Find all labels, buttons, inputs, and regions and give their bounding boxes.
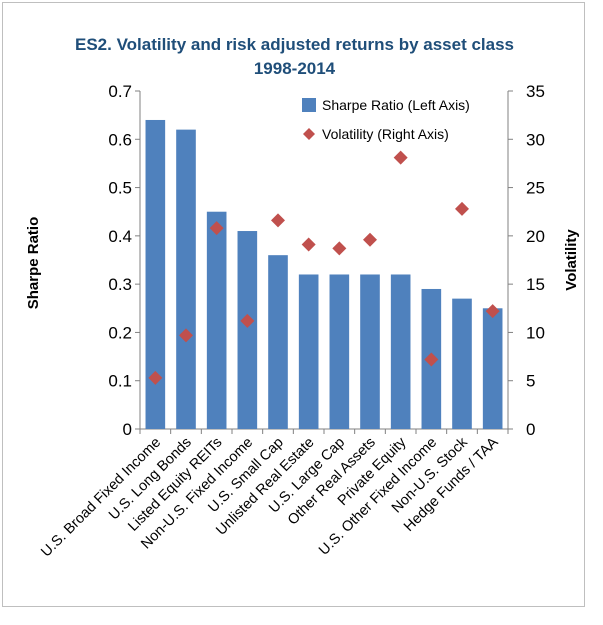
right-tick-label: 20	[526, 227, 545, 246]
legend-swatch-sharpe	[302, 98, 316, 112]
right-tick-label: 15	[526, 275, 545, 294]
sharpe-bar	[176, 129, 196, 429]
right-tick-label: 5	[526, 372, 535, 391]
sharpe-bar	[268, 255, 288, 429]
legend-label-sharpe: Sharpe Ratio (Left Axis)	[322, 97, 470, 113]
legend-label-volatility: Volatility (Right Axis)	[322, 126, 449, 142]
volatility-marker	[455, 201, 469, 216]
chart-frame: ES2. Volatility and risk adjusted return…	[2, 2, 585, 607]
right-tick-label: 10	[526, 323, 545, 342]
sharpe-bar	[360, 274, 380, 429]
right-tick-label: 35	[526, 82, 545, 101]
volatility-marker	[393, 150, 408, 165]
chart-title: ES2. Volatility and risk adjusted return…	[3, 33, 586, 81]
volatility-marker	[179, 328, 193, 343]
left-tick-label: 0.2	[108, 323, 132, 342]
left-tick-label: 0.4	[108, 227, 132, 246]
sharpe-bar	[482, 308, 503, 429]
volatility-marker	[148, 370, 163, 385]
sharpe-bar	[329, 274, 350, 429]
volatility-marker	[240, 313, 255, 328]
y-axis-title-right: Volatility	[563, 229, 580, 291]
sharpe-bar	[237, 231, 258, 429]
left-tick-label: 0.5	[108, 179, 132, 198]
left-tick-label: 0	[123, 420, 132, 439]
right-tick-label: 25	[526, 179, 545, 198]
sharpe-bar	[206, 211, 227, 429]
left-tick-label: 0.3	[108, 275, 132, 294]
right-tick-label: 30	[526, 130, 545, 149]
sharpe-bar	[298, 274, 319, 429]
chart-subtitle: 1998-2014	[253, 59, 336, 78]
volatility-marker	[209, 221, 224, 236]
sharpe-bar	[390, 274, 411, 429]
sharpe-bar	[145, 119, 166, 429]
chart-title-line1: ES2. Volatility and risk adjusted return…	[74, 35, 515, 54]
volatility-marker	[301, 237, 316, 252]
sharpe-bar	[452, 298, 472, 429]
left-tick-label: 0.6	[108, 130, 132, 149]
volatility-marker	[363, 232, 377, 247]
left-tick-label: 0.7	[108, 82, 132, 101]
right-tick-label: 0	[526, 420, 535, 439]
legend-swatch-volatility	[303, 128, 315, 140]
volatility-marker	[332, 241, 347, 256]
volatility-marker	[424, 352, 439, 367]
volatility-marker	[271, 213, 285, 228]
left-tick-label: 0.1	[108, 372, 132, 391]
y-axis-title-left: Sharpe Ratio	[25, 217, 42, 310]
volatility-marker	[485, 304, 500, 319]
